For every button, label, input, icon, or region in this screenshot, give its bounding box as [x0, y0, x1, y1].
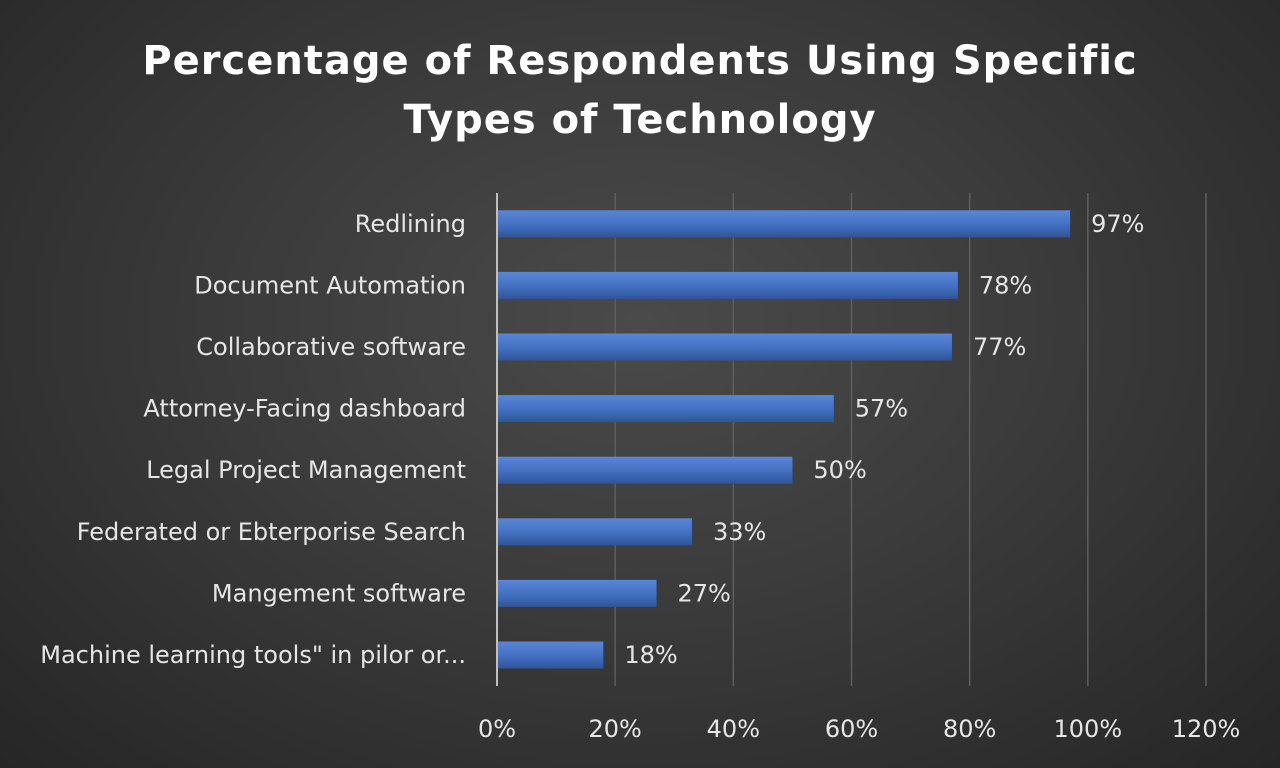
x-tick-label: 40% [707, 715, 760, 743]
bar [497, 271, 958, 299]
bar [497, 210, 1071, 238]
data-label: 57% [855, 395, 908, 423]
data-label: 27% [678, 579, 731, 607]
bar [497, 641, 604, 669]
x-axis-ticks: 0% 20% 40% 60% 80% 100% 120% [478, 715, 1240, 743]
chart-title-line-2: Types of Technology [403, 97, 876, 143]
x-tick-label: 100% [1054, 715, 1123, 743]
data-label: 33% [713, 518, 766, 546]
data-label: 78% [979, 271, 1032, 299]
data-labels: 97% 78% 77% 57% 50% 33% 27% 18% [624, 210, 1144, 669]
x-tick-label: 80% [943, 715, 996, 743]
category-label: Machine learning tools" in pilor or... [40, 641, 466, 669]
category-label: Mangement software [212, 579, 466, 607]
category-labels: Redlining Document Automation Collaborativ… [40, 210, 466, 669]
category-label: Federated or Ebterporise Search [77, 518, 466, 546]
x-tick-label: 120% [1172, 715, 1241, 743]
bars [497, 210, 1071, 669]
bar [497, 518, 692, 546]
x-tick-label: 20% [588, 715, 641, 743]
bar [497, 395, 834, 423]
x-tick-label: 60% [825, 715, 878, 743]
category-label: Document Automation [194, 271, 466, 299]
bar [497, 333, 952, 361]
x-tick-label: 0% [478, 715, 516, 743]
category-label: Legal Project Management [146, 456, 466, 484]
data-label: 50% [813, 456, 866, 484]
chart-title-line-1: Percentage of Respondents Using Specific [142, 38, 1137, 84]
category-label: Collaborative software [196, 333, 466, 361]
bar [497, 579, 657, 607]
data-label: 97% [1091, 210, 1144, 238]
category-label: Attorney-Facing dashboard [143, 395, 466, 423]
bar [497, 456, 793, 484]
gridlines [614, 193, 1207, 686]
data-label: 77% [973, 333, 1026, 361]
category-label: Redlining [355, 210, 466, 238]
data-label: 18% [624, 641, 677, 669]
